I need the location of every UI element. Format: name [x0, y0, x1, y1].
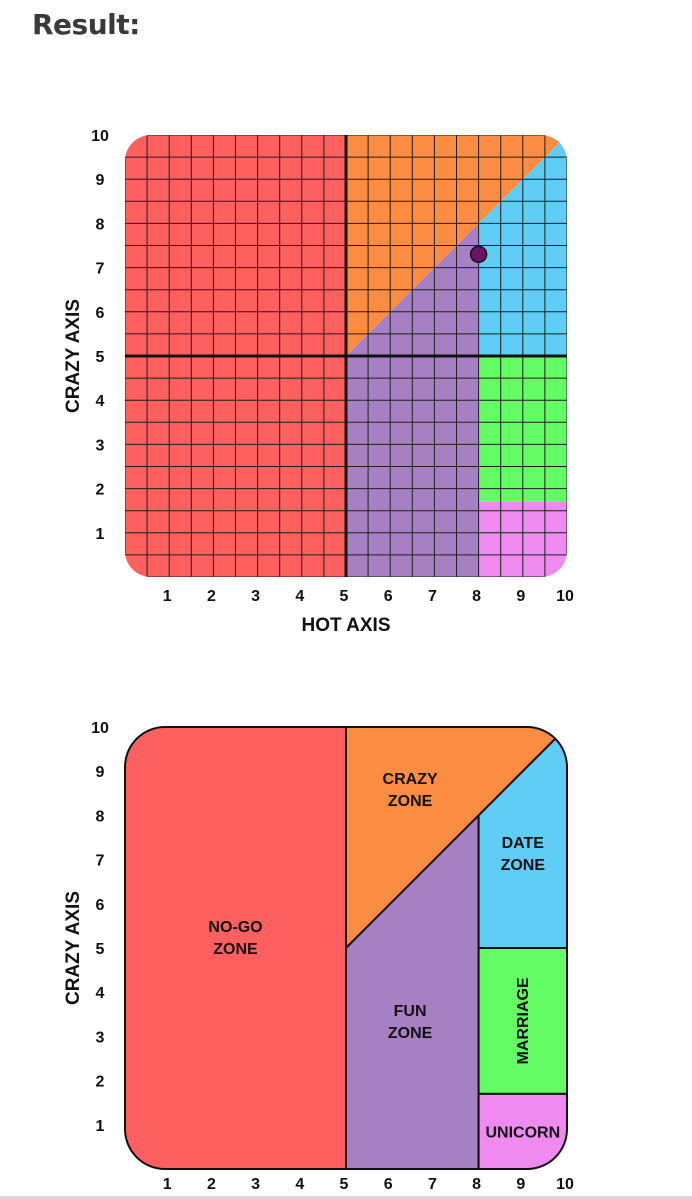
x-tick-label: 8: [472, 1176, 481, 1193]
y-tick-label: 9: [96, 172, 105, 189]
y-tick-label: 9: [96, 764, 105, 781]
x-tick-label: 10: [556, 588, 574, 605]
zone-unicorn: [477, 1092, 567, 1169]
zone-label-crazy: CRAZY: [383, 771, 438, 788]
x-tick-label: 4: [295, 588, 304, 605]
zone-label-no-go: ZONE: [213, 941, 258, 958]
zone-label-date: ZONE: [501, 857, 546, 874]
x-tick-label: 6: [384, 1176, 393, 1193]
y-tick-label: 3: [96, 1029, 105, 1046]
x-axis-title: HOT AXIS: [301, 615, 390, 636]
zone-label-no-go: NO-GO: [208, 919, 262, 936]
hot-crazy-grid-chart: 1 2 3 4 5 6 7 8 9 10 1 2 3 4 5 6 7 8 9 10 CRAZY AXIS HOT A…: [63, 128, 574, 636]
zone-no-go: [125, 727, 347, 1169]
x-tick-label: 6: [384, 588, 393, 605]
y-tick-label: 4: [96, 393, 105, 410]
y-tick-label: 2: [96, 1074, 105, 1091]
y-tick-label: 10: [91, 128, 109, 145]
x-tick-label: 4: [295, 1176, 304, 1193]
y-tick-label: 4: [96, 985, 105, 1002]
x-tick-label: 10: [556, 1176, 574, 1193]
y-tick-label: 7: [96, 261, 105, 278]
y-axis-title: CRAZY AXIS: [63, 299, 84, 413]
y-tick-label: 10: [91, 720, 109, 737]
zone-label-fun: FUN: [394, 1003, 427, 1020]
x-tick-label: 2: [207, 588, 216, 605]
zone-map-chart: NO-GO ZONE CRAZY ZONE FUN ZONE DATE ZONE MARRIAG…: [63, 720, 574, 1193]
x-tick-label: 5: [340, 588, 349, 605]
y-tick-label: 7: [96, 853, 105, 870]
footer-divider: [0, 1196, 692, 1199]
y-tick-label: 6: [96, 305, 105, 322]
zone-label-marriage: MARRIAGE: [515, 977, 532, 1064]
x-tick-label: 2: [207, 1176, 216, 1193]
result-heading: Result:: [32, 8, 140, 41]
result-marker: [469, 245, 488, 264]
x-tick-label: 7: [428, 1176, 437, 1193]
y-axis-title: CRAZY AXIS: [63, 891, 84, 1005]
x-tick-label: 1: [163, 588, 172, 605]
chart-frame: [124, 726, 568, 1170]
y-tick-label: 1: [96, 526, 105, 543]
zone-label-date: DATE: [502, 835, 545, 852]
y-tick-label: 5: [96, 349, 105, 366]
zone-label-unicorn: UNICORN: [485, 1124, 560, 1141]
x-tick-label: 8: [472, 588, 481, 605]
x-tick-label: 1: [163, 1176, 172, 1193]
zone-label-crazy: ZONE: [388, 793, 433, 810]
y-tick-label: 6: [96, 897, 105, 914]
x-tick-label: 3: [251, 1176, 260, 1193]
y-tick-label: 5: [96, 941, 105, 958]
x-tick-label: 9: [516, 588, 525, 605]
x-tick-label: 3: [251, 588, 260, 605]
x-tick-label: 7: [428, 588, 437, 605]
y-tick-label: 2: [96, 482, 105, 499]
y-tick-label: 8: [96, 808, 105, 825]
y-tick-label: 1: [96, 1118, 105, 1135]
x-tick-label: 5: [340, 1176, 349, 1193]
y-tick-label: 3: [96, 437, 105, 454]
y-tick-label: 8: [96, 216, 105, 233]
x-tick-label: 9: [516, 1176, 525, 1193]
zone-label-fun: ZONE: [388, 1025, 433, 1042]
